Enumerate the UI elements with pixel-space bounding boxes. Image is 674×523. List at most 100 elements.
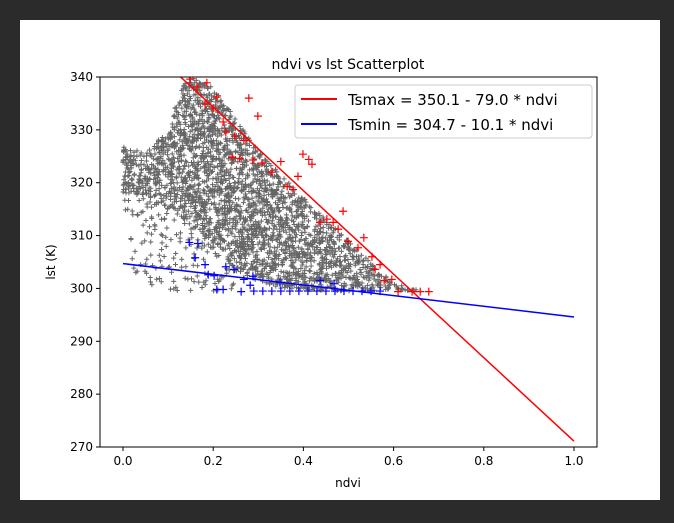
legend-box <box>294 84 593 139</box>
data-point <box>244 171 250 177</box>
data-point <box>350 256 356 262</box>
data-point <box>326 225 332 231</box>
data-point <box>257 200 263 206</box>
data-point <box>275 244 281 250</box>
tsmin-point <box>285 287 294 296</box>
data-point <box>226 241 232 247</box>
data-point <box>175 128 181 134</box>
data-point <box>249 213 255 219</box>
data-point <box>190 102 196 108</box>
data-point <box>186 174 192 180</box>
data-point <box>290 259 296 265</box>
data-point <box>201 190 207 196</box>
data-point <box>211 90 217 96</box>
data-point <box>244 271 250 277</box>
y-tick-label: 340 <box>70 70 93 84</box>
data-point <box>267 181 273 187</box>
data-point <box>248 218 254 224</box>
tsmax-point <box>293 172 302 181</box>
data-point <box>288 209 294 215</box>
data-point <box>333 248 339 254</box>
data-point <box>183 264 189 270</box>
data-point <box>371 287 377 293</box>
data-point <box>204 173 210 179</box>
data-point <box>141 162 147 168</box>
data-point <box>156 190 162 196</box>
data-point <box>216 185 222 191</box>
data-point <box>240 159 246 165</box>
data-point <box>309 255 315 261</box>
data-point <box>168 203 174 209</box>
data-point <box>308 209 314 215</box>
data-point <box>304 258 310 264</box>
data-point <box>147 279 153 285</box>
data-point <box>224 211 230 217</box>
data-point <box>232 234 238 240</box>
data-point <box>205 184 211 190</box>
data-point <box>358 252 364 258</box>
data-point <box>194 273 200 279</box>
data-point <box>147 176 153 182</box>
data-point <box>301 285 307 291</box>
data-point <box>319 255 325 261</box>
data-point <box>166 169 172 175</box>
data-point <box>188 287 194 293</box>
data-point <box>153 187 159 193</box>
data-point <box>285 190 291 196</box>
data-point <box>291 247 297 253</box>
data-point <box>144 201 150 207</box>
data-point <box>293 215 299 221</box>
data-point <box>208 98 214 104</box>
data-point <box>221 122 227 128</box>
data-point <box>208 138 214 144</box>
tsmin-point <box>201 260 210 269</box>
tsmin-point <box>248 272 257 281</box>
data-point <box>289 193 295 199</box>
data-point <box>224 136 230 142</box>
tsmax-point <box>322 215 331 224</box>
data-point <box>287 248 293 254</box>
data-point <box>254 172 260 178</box>
data-point <box>180 94 186 100</box>
data-point <box>199 152 205 158</box>
data-point <box>132 158 138 164</box>
data-point <box>172 196 178 202</box>
data-point <box>241 238 247 244</box>
data-point <box>213 206 219 212</box>
data-point <box>250 249 256 255</box>
data-point <box>247 226 253 232</box>
data-point <box>208 149 214 155</box>
y-tick-label: 300 <box>70 281 93 295</box>
data-point <box>158 216 164 222</box>
data-point <box>267 270 273 276</box>
data-point <box>353 283 359 289</box>
data-point <box>280 224 286 230</box>
data-point <box>217 140 223 146</box>
data-point <box>284 220 290 226</box>
data-point <box>244 151 250 157</box>
data-point <box>201 256 207 262</box>
data-point <box>337 233 343 239</box>
data-point <box>123 169 129 175</box>
tsmax-point <box>192 83 201 92</box>
data-point <box>242 216 248 222</box>
data-point <box>134 148 140 154</box>
data-point <box>257 182 263 188</box>
data-point <box>196 176 202 182</box>
data-point <box>203 278 209 284</box>
tsmax-point <box>416 287 425 296</box>
data-point <box>197 81 203 87</box>
data-point <box>208 201 214 207</box>
data-point <box>191 175 197 181</box>
data-point <box>261 274 267 280</box>
tsmax-point <box>202 78 211 87</box>
data-point <box>176 171 182 177</box>
data-point <box>289 226 295 232</box>
data-point <box>172 191 178 197</box>
data-point <box>241 163 247 169</box>
data-point <box>212 281 218 287</box>
legend-tsmax-label: Tsmax = 350.1 - 79.0 * ndvi <box>347 91 558 109</box>
data-point <box>293 234 299 240</box>
data-point <box>141 153 147 159</box>
data-point <box>182 135 188 141</box>
